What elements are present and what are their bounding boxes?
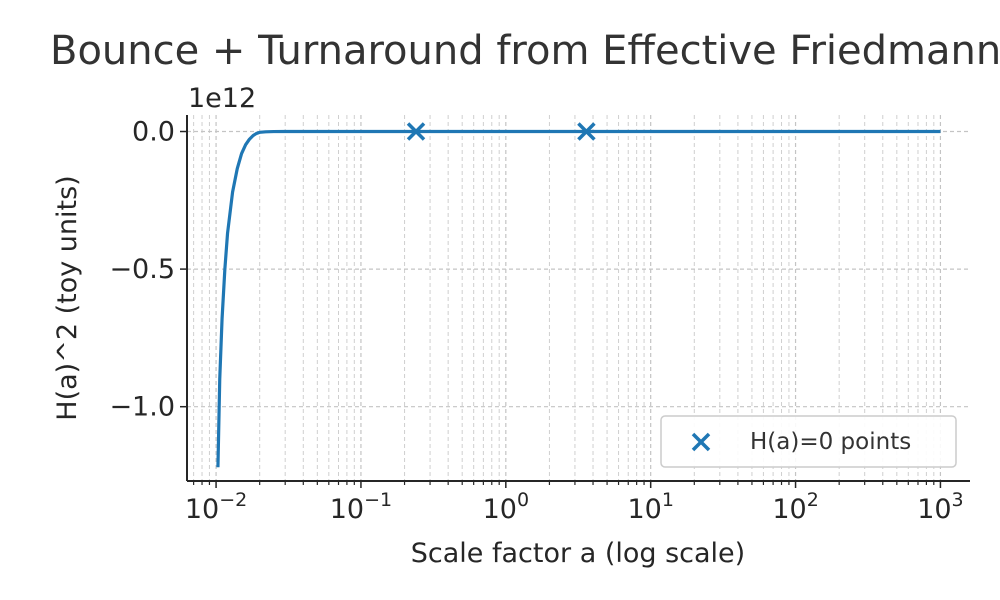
legend: H(a)=0 points (660, 415, 957, 468)
x-tick-label: 10−1 (330, 489, 392, 525)
marker-stroke (406, 122, 426, 141)
zero-point-marker (577, 122, 596, 141)
x-tick-label: 10−2 (185, 489, 247, 525)
y-tick-label: 0.0 (132, 117, 175, 148)
x-tick-label: 101 (627, 489, 673, 525)
x-tick-label: 100 (483, 489, 529, 525)
chart-title: Bounce + Turnaround from Effective Fried… (50, 28, 1000, 74)
series-line-h2 (216, 129, 941, 468)
y-tick-label: −1.0 (109, 392, 175, 423)
y-tick-label: −0.5 (109, 254, 175, 285)
y-axis-label: H(a)^2 (toy units) (52, 175, 83, 420)
x-tick-label: 102 (772, 489, 818, 525)
zero-point-marker (406, 122, 426, 141)
series-layer (216, 122, 941, 468)
marker-stroke (577, 122, 596, 141)
ticks: 10−2 10−1 100 101 102 103 0.0 −0.5 −1.0 (109, 117, 963, 525)
y-offset-label: 1e12 (188, 83, 256, 114)
legend-label: H(a)=0 points (750, 429, 911, 455)
legend-box (660, 415, 957, 468)
x-axis-label: Scale factor a (log scale) (411, 538, 745, 569)
x-tick-label: 103 (917, 489, 963, 525)
legend-marker (691, 432, 711, 452)
